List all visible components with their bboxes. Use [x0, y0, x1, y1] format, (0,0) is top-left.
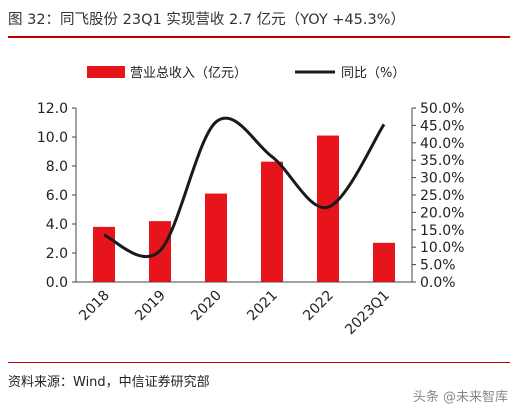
y-right-tick-label: 35.0%	[420, 153, 464, 169]
x-tick-label: 2023Q1	[342, 288, 393, 339]
chart-axes	[72, 107, 416, 283]
x-tick-label: 2019	[132, 288, 169, 325]
x-tick-label: 2022	[300, 288, 337, 325]
source-note: 资料来源：Wind，中信证券研究部	[8, 375, 210, 390]
y-left-tick-label: 8.0	[46, 159, 68, 175]
bar	[373, 242, 395, 282]
x-tick-label: 2020	[188, 288, 225, 325]
y-right-tick-label: 50.0%	[420, 101, 464, 117]
y-right-tick-label: 15.0%	[420, 223, 464, 239]
y-left-tick-label: 10.0	[37, 130, 68, 146]
y-right-tick-label: 25.0%	[420, 188, 464, 204]
y-right-tick-label: 5.0%	[420, 258, 456, 274]
bar	[317, 135, 339, 282]
y-left-tick-label: 4.0	[46, 217, 68, 233]
y-left-tick-label: 6.0	[46, 188, 68, 204]
y-right-tick-label: 30.0%	[420, 171, 464, 187]
source-divider	[8, 362, 510, 363]
legend-swatch-bar	[87, 66, 125, 78]
legend-label-bar: 营业总收入（亿元）	[130, 66, 247, 81]
x-tick-label: 2021	[244, 288, 281, 325]
y-right-tick-label: 20.0%	[420, 205, 464, 221]
bar	[93, 226, 115, 282]
bar	[205, 193, 227, 282]
chart: 营业总收入（亿元） 同比（%） 0.0 2.0 4.0 6.0 8.0 10.0 12.0 0…	[37, 66, 464, 339]
chart-bars	[93, 135, 395, 282]
bar	[261, 161, 283, 282]
title-divider	[8, 36, 510, 38]
y-right-tick-label: 0.0%	[420, 275, 456, 291]
watermark: 头条 @未来智库	[412, 390, 508, 405]
y-left-tick-label: 0.0	[46, 275, 68, 291]
x-tick-label: 2018	[76, 288, 113, 325]
y-right-tick-label: 10.0%	[420, 240, 464, 256]
figure-title: 图 32：同飞股份 23Q1 实现营收 2.7 亿元（YOY +45.3%）	[8, 12, 406, 28]
chart-line	[103, 116, 386, 259]
y-left-tick-label: 2.0	[46, 246, 68, 262]
y-left-tick-label: 12.0	[37, 101, 68, 117]
y-right-tick-label: 45.0%	[420, 118, 464, 134]
legend-label-line: 同比（%）	[341, 66, 405, 81]
y-right-tick-label: 40.0%	[420, 136, 464, 152]
yoy-line	[103, 116, 386, 259]
